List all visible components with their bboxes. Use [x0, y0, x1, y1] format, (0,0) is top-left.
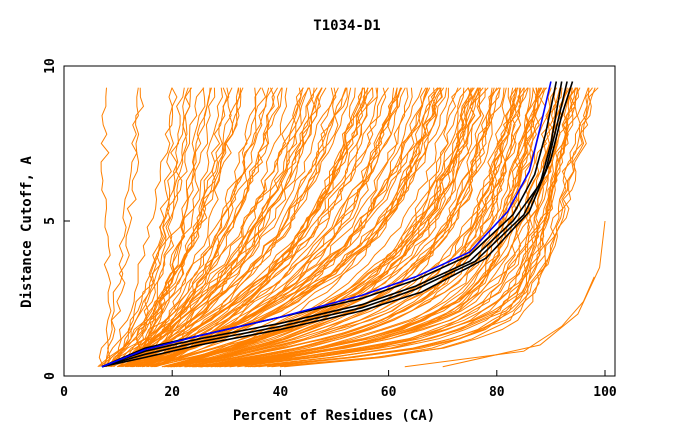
model-line: [117, 87, 438, 368]
model-line: [146, 87, 474, 368]
x-tick-label: 100: [593, 385, 617, 400]
model-line: [168, 87, 459, 368]
model-line: [254, 87, 599, 368]
model-line: [142, 87, 398, 368]
model-line: [153, 87, 469, 368]
model-line: [176, 87, 495, 368]
model-line: [139, 87, 447, 368]
model-line: [132, 87, 431, 368]
model-line: [132, 87, 228, 368]
model-line: [130, 87, 445, 368]
y-tick-label: 0: [43, 372, 58, 380]
model-line: [101, 87, 318, 368]
model-line: [172, 87, 517, 368]
model-line: [146, 87, 309, 368]
model-line: [121, 87, 369, 368]
model-line: [201, 87, 539, 368]
model-lines: [97, 87, 606, 368]
highlight-lines: [101, 81, 574, 368]
axis-ticks: 0 20 40 60 80 100 0 5 10: [43, 58, 617, 400]
model-line: [184, 87, 522, 368]
model-line: [224, 87, 596, 368]
highlight-line: [101, 81, 563, 368]
model-line: [142, 87, 348, 368]
model-line: [138, 87, 363, 368]
model-line: [172, 87, 439, 368]
model-line: [130, 87, 257, 367]
model-line: [210, 87, 577, 368]
y-tick-label: 10: [43, 58, 58, 74]
model-line: [110, 87, 212, 368]
model-line: [110, 87, 389, 368]
model-line: [142, 87, 500, 368]
highlight-line: [101, 81, 552, 368]
model-line: [118, 87, 366, 368]
highlight-line: [101, 81, 568, 368]
model-line: [219, 87, 572, 368]
model-line: [130, 87, 267, 368]
model-line: [108, 87, 242, 367]
model-line: [171, 87, 498, 368]
model-line: [195, 87, 540, 368]
model-line: [200, 87, 557, 368]
x-tick-label: 40: [273, 385, 289, 400]
model-line: [123, 87, 339, 368]
model-line: [97, 87, 274, 368]
model-line: [108, 87, 205, 368]
model-line: [164, 87, 472, 368]
model-line: [105, 87, 348, 368]
highlight-line: [101, 81, 574, 368]
model-line: [107, 87, 189, 368]
x-tick-label: 0: [60, 385, 68, 400]
model-line: [229, 87, 590, 368]
model-line: [133, 87, 211, 367]
model-line: [258, 87, 589, 368]
model-line: [442, 220, 606, 368]
model-line: [173, 87, 515, 368]
model-line: [185, 87, 529, 368]
model-line: [247, 87, 579, 368]
x-tick-label: 20: [164, 385, 180, 400]
model-line: [216, 87, 563, 368]
model-line: [125, 87, 369, 368]
x-axis-label: Percent of Residues (CA): [233, 408, 435, 424]
chart-title: T1034-D1: [313, 18, 380, 34]
model-line: [100, 87, 112, 367]
model-line: [134, 87, 230, 367]
model-line: [105, 87, 145, 367]
model-line: [211, 87, 568, 368]
model-line: [102, 87, 174, 367]
x-tick-label: 60: [381, 385, 397, 400]
model-line: [153, 87, 378, 368]
y-axis-label: Distance Cutoff, A: [19, 156, 35, 308]
model-line: [192, 87, 558, 368]
model-line: [103, 87, 334, 368]
model-line: [131, 87, 283, 368]
model-line: [193, 87, 525, 368]
model-line: [161, 87, 472, 368]
x-tick-label: 80: [489, 385, 505, 400]
model-line: [117, 87, 374, 368]
model-line: [168, 87, 486, 368]
y-tick-label: 5: [43, 217, 58, 225]
model-line: [104, 87, 302, 368]
model-line: [125, 87, 387, 368]
model-line: [130, 87, 270, 368]
model-line: [195, 87, 521, 368]
model-line: [120, 87, 233, 367]
model-line: [109, 87, 352, 368]
model-line: [170, 87, 493, 368]
